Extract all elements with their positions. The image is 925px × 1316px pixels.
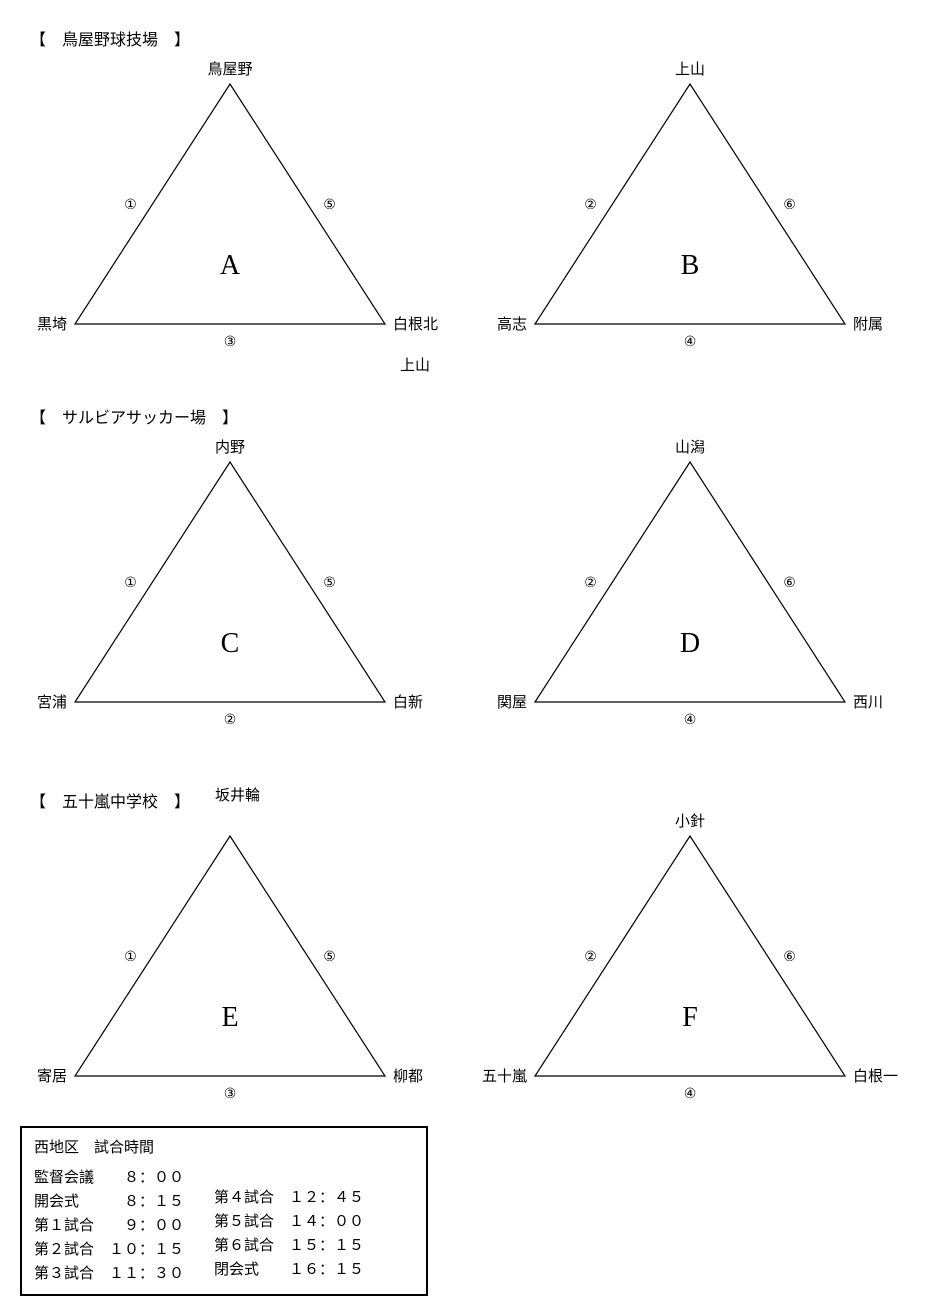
triangle-diagram: A 鳥屋野 黒埼 白根北 ① ⑤ ③ [20, 54, 440, 374]
edge-left-label: ① [124, 576, 137, 591]
edge-left-label: ② [584, 576, 597, 591]
edge-left-label: ① [124, 950, 137, 965]
triangle-diagram: E 寄居 柳都 ① ⑤ ③ [20, 806, 440, 1126]
group-letter: D [680, 628, 700, 659]
schedule-col-2: 第４試合 １２：４５ 第５試合 １４：００ 第６試合 １５：１５ 閉会式 １６：１５ [214, 1163, 364, 1286]
triangle-shape [75, 462, 385, 702]
edge-bottom-label: ③ [224, 1087, 237, 1102]
venue-title: 【 サルビアサッカー場 】 [30, 404, 905, 428]
team-top: 鳥屋野 [207, 60, 252, 78]
triangle-shape [75, 836, 385, 1076]
schedule-row: 第１試合 ９：００ [34, 1214, 184, 1235]
edge-bottom-label: ④ [684, 713, 697, 728]
group-letter: A [220, 250, 241, 281]
group-cell: D 山潟 関屋 西川 ② ⑥ ④ [480, 432, 900, 772]
group-letter: C [221, 628, 240, 659]
edge-right-label: ⑥ [783, 576, 796, 591]
team-top-inline: 坂井輪 [215, 784, 260, 805]
edge-left-label: ② [584, 950, 597, 965]
group-cell: A 鳥屋野 黒埼 白根北 ① ⑤ ③ 上山 [20, 54, 440, 394]
team-right: 柳都 [393, 1068, 423, 1085]
edge-bottom-label: ② [224, 713, 237, 728]
schedule-row: 第５試合 １４：００ [214, 1210, 364, 1231]
team-left: 高志 [497, 316, 527, 333]
triangle-shape [75, 84, 385, 324]
edge-right-label: ⑤ [323, 198, 336, 213]
team-right: 白根北 [393, 316, 438, 333]
team-right: 白根一 [853, 1068, 898, 1085]
edge-left-label: ② [584, 198, 597, 213]
team-right: 西川 [853, 695, 883, 711]
team-top: 山潟 [675, 439, 705, 456]
team-top: 小針 [675, 813, 705, 830]
edge-left-label: ① [124, 198, 137, 213]
edge-bottom-label: ④ [684, 335, 697, 350]
edge-bottom-label: ③ [224, 335, 237, 350]
schedule-box: 西地区 試合時間 監督会議 ８：００ 開会式 ８：１５ 第１試合 ９：００ 第２試合 … [20, 1126, 428, 1296]
team-right: 附属 [853, 316, 883, 333]
group-cell: E 寄居 柳都 ① ⑤ ③ [20, 806, 440, 1116]
group-cell: C 内野 宮浦 白新 ① ⑤ ② [20, 432, 440, 772]
team-top: 内野 [215, 439, 245, 456]
schedule-row: 第４試合 １２：４５ [214, 1186, 364, 1207]
edge-right-label: ⑤ [323, 950, 336, 965]
edge-bottom-label: ④ [684, 1087, 697, 1102]
triangle-diagram: C 内野 宮浦 白新 ① ⑤ ② [20, 432, 440, 752]
team-left: 宮浦 [37, 694, 67, 711]
schedule-row [214, 1166, 364, 1183]
schedule-row: 第６試合 １５：１５ [214, 1234, 364, 1255]
group-letter: B [681, 250, 700, 281]
group-row: A 鳥屋野 黒埼 白根北 ① ⑤ ③ 上山 B 上山 高志 附属 ② ⑥ ④ [20, 54, 905, 394]
schedule-col-1: 監督会議 ８：００ 開会式 ８：１５ 第１試合 ９：００ 第２試合 １０：１５ 第３試合… [34, 1163, 184, 1286]
team-left: 関屋 [497, 695, 527, 711]
schedule-row: 第３試合 １１：３０ [34, 1262, 184, 1283]
schedule-title: 西地区 試合時間 [34, 1136, 414, 1157]
triangle-shape [535, 84, 845, 324]
team-right: 白新 [393, 694, 423, 711]
schedule-row: 開会式 ８：１５ [34, 1190, 184, 1211]
group-letter: E [221, 1002, 238, 1033]
group-row: C 内野 宮浦 白新 ① ⑤ ② D 山潟 関屋 西川 ② ⑥ ④ [20, 432, 905, 772]
group-cell: B 上山 高志 附属 ② ⑥ ④ [480, 54, 900, 394]
triangle-diagram: B 上山 高志 附属 ② ⑥ ④ [480, 54, 900, 374]
group-letter: F [682, 1002, 698, 1033]
triangle-shape [535, 836, 845, 1076]
under-right-text: 上山 [400, 354, 430, 375]
venue-title: 【 鳥屋野球技場 】 [30, 26, 905, 50]
team-left: 黒埼 [37, 316, 67, 333]
triangle-diagram: D 山潟 関屋 西川 ② ⑥ ④ [480, 432, 900, 752]
schedule-row: 第２試合 １０：１５ [34, 1238, 184, 1259]
team-left: 五十嵐 [482, 1068, 527, 1085]
triangle-diagram: F 小針 五十嵐 白根一 ② ⑥ ④ [480, 806, 900, 1126]
group-row: E 寄居 柳都 ① ⑤ ③ F 小針 五十嵐 白根一 ② ⑥ ④ [20, 806, 905, 1116]
team-left: 寄居 [37, 1067, 67, 1085]
edge-right-label: ⑥ [783, 198, 796, 213]
triangle-shape [535, 462, 845, 702]
schedule-row: 閉会式 １６：１５ [214, 1258, 364, 1279]
edge-right-label: ⑥ [783, 950, 796, 965]
schedule-row: 監督会議 ８：００ [34, 1166, 184, 1187]
edge-right-label: ⑤ [323, 576, 336, 591]
team-top: 上山 [675, 61, 705, 78]
group-cell: F 小針 五十嵐 白根一 ② ⑥ ④ [480, 806, 900, 1116]
